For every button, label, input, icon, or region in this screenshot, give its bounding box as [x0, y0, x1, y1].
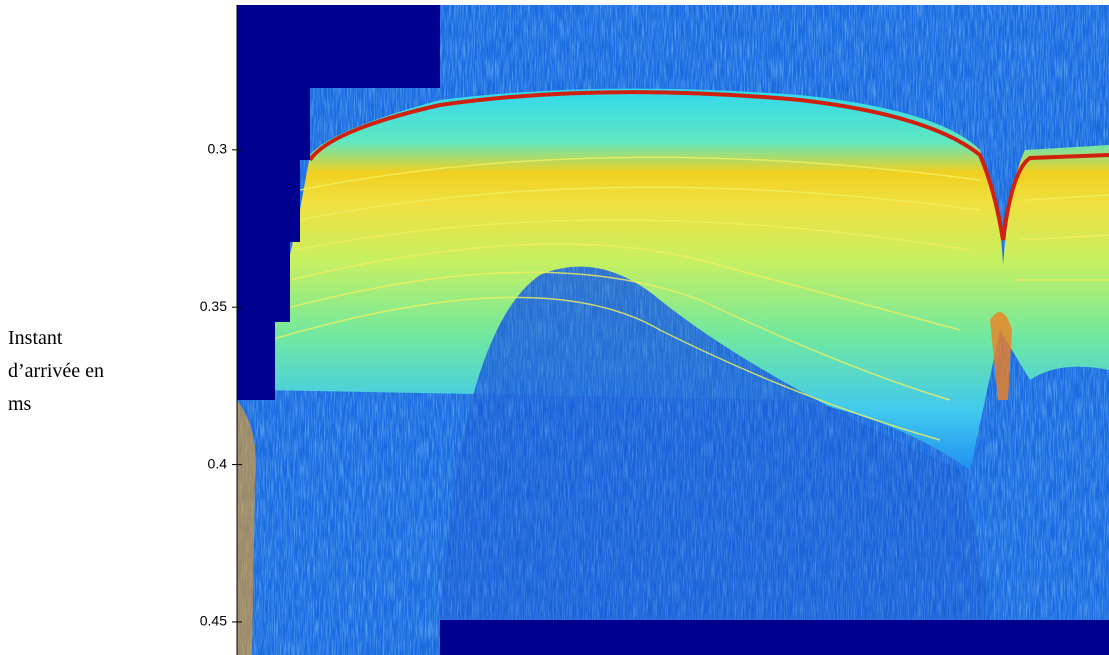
y-tick-label: 0.45 [200, 613, 227, 629]
plot-image [237, 5, 1109, 655]
y-tick-label: 0.3 [208, 140, 228, 156]
y-tick-label: 0.35 [200, 298, 227, 314]
y-tick-label: 0.4 [208, 455, 228, 471]
page: 0.30.350.40.45 Instant d’arrivée en ms (… [0, 0, 1109, 655]
figure: 0.3 0.35 0.4 0.45 [0, 0, 1109, 655]
y-axis-label: Instant d’arrivée en ms [8, 322, 108, 421]
